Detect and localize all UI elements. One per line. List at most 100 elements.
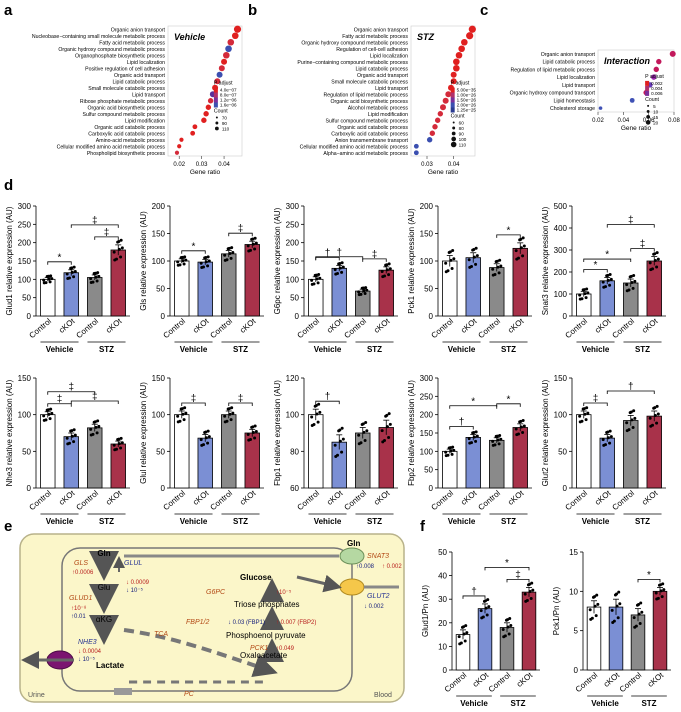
d2-point: [253, 247, 257, 251]
d8-point: [314, 404, 318, 408]
interaction-legend-count-dot: [646, 115, 651, 119]
d1-ytick-label: 50: [22, 294, 31, 303]
d6-ylabel: Nhe3 relative expression (AU): [5, 379, 14, 486]
snat3-p2: ↑ 0.002: [382, 564, 402, 570]
dotplot-vehicle-svg: Vehicle Organic anion transportNucleobase…: [32, 25, 243, 176]
d9-bar: [465, 437, 481, 489]
d1-point: [93, 271, 97, 275]
stz-legend-count-dot: [451, 136, 457, 142]
schematic-svg: Gln Glu αKG Lactate Gln Glucose Triose p…: [19, 533, 405, 703]
d4-point: [495, 259, 499, 263]
f2-point: [593, 595, 597, 599]
d10-bar: [623, 420, 639, 489]
d3-point: [316, 281, 320, 285]
d9-group-label: Control: [429, 488, 455, 512]
d10-point: [653, 406, 657, 410]
d2-point: [254, 241, 258, 245]
d7-point: [206, 429, 210, 433]
vehicle-legend-count-dot: [215, 121, 219, 125]
f2-bar: [586, 606, 602, 671]
glul-p1: ↓ 0.0009: [126, 580, 150, 586]
d9-point: [467, 437, 471, 441]
d6-ytick-label: 100: [18, 411, 32, 420]
d7-point: [181, 412, 185, 416]
f1-point: [487, 605, 491, 609]
interaction-plot-area: [597, 49, 675, 113]
d1-point: [42, 278, 46, 282]
d4-point: [452, 257, 456, 261]
d1-point: [119, 238, 123, 242]
interaction-term-label: Lipid localization: [557, 75, 595, 81]
d1-point: [89, 277, 93, 281]
f1-sig-bracket: [506, 579, 530, 583]
d6-sig-mark: ‡: [68, 382, 74, 393]
stz-term-label: Lipid catabolic process: [356, 66, 409, 72]
d8-ylabel: Fbp1 relative expression (AU): [273, 380, 282, 486]
d10-group-label: cKOt: [593, 488, 613, 507]
stz-title: STZ: [417, 32, 435, 42]
stz-term-dot: [450, 78, 457, 85]
d3-point: [363, 292, 367, 296]
f2-chart: 0 5 10 15 Pck1/Pn (AU) * Control cKOt Control cKO…: [549, 534, 677, 710]
d1-point: [97, 274, 101, 278]
interaction-xlabel: Gene ratio: [621, 125, 652, 132]
d8-group-label: cKOt: [325, 488, 345, 507]
d8-point: [365, 429, 369, 433]
d3-point: [359, 292, 363, 296]
d2-point: [223, 253, 227, 257]
d6-point: [112, 443, 116, 447]
stz-term-dot: [450, 71, 457, 78]
d4-ytick-label: 100: [420, 257, 434, 266]
d8-point: [317, 402, 321, 406]
f2-point: [656, 596, 660, 600]
d6-chart: 0 50 100 150 Nhe3 relative expression (AU) ‡ ‡…: [2, 360, 136, 528]
d8-point: [388, 422, 392, 426]
d9-point: [449, 449, 453, 453]
stz-term-label: Lipid modification: [368, 112, 408, 118]
vehicle-legend-padj-title: P adjust: [214, 81, 233, 87]
d8-point: [333, 443, 337, 447]
d9-point: [450, 452, 454, 456]
vehicle-term-dot: [174, 150, 180, 155]
d2-point: [251, 237, 255, 241]
d7-point: [251, 425, 255, 429]
d6-point: [49, 407, 53, 411]
d10-point: [578, 414, 582, 418]
d6-point: [117, 437, 121, 441]
interaction-term-label: Organic hydroxy compound transport: [510, 91, 596, 97]
d6-point: [72, 440, 76, 444]
d6-sig-mark: ‡: [57, 394, 63, 405]
d10-point: [655, 421, 659, 425]
d4-ylabel: Pck1 relative expression (AU): [407, 208, 416, 314]
d10-point: [627, 428, 631, 432]
d3-bar: [378, 269, 394, 317]
vehicle-legend-padj-label: 4.0e−07: [220, 88, 237, 93]
vehicle-term-dot: [192, 124, 198, 130]
d9-point: [470, 441, 474, 445]
d2-point: [230, 246, 234, 250]
d4-ytick-label: 200: [420, 202, 434, 211]
vehicle-term-dot: [214, 78, 221, 85]
d4-point: [491, 267, 495, 271]
d10-group-label: cKOt: [640, 488, 660, 507]
f2-point: [654, 591, 658, 595]
stz-legend-count-dot: [452, 121, 455, 124]
vehicle-term-label: Positive regulation of cell adhesion: [85, 66, 165, 72]
f1-point: [462, 632, 466, 636]
vehicle-term-label: Small molecule catabolic process: [88, 86, 165, 92]
dotplot-vehicle: Vehicle Organic anion transport Nucleobase…: [0, 0, 245, 176]
d10-sig-mark: †: [628, 382, 634, 393]
d5-point: [627, 288, 631, 292]
d10-sig-bracket: [606, 390, 655, 394]
d8-point: [310, 415, 314, 419]
d4-ytick-label: 0: [429, 312, 434, 321]
d6-point: [91, 432, 95, 436]
d10-point: [631, 426, 635, 430]
d2-ytick-label: 100: [152, 257, 166, 266]
d6-point: [42, 414, 46, 418]
d6-point: [44, 418, 48, 422]
vehicle-term-label: Ribose phosphate metabolic process: [80, 99, 165, 105]
d5-point: [586, 291, 590, 295]
interaction-term-label: Lipid transport: [562, 83, 595, 89]
d4-point: [519, 246, 523, 250]
